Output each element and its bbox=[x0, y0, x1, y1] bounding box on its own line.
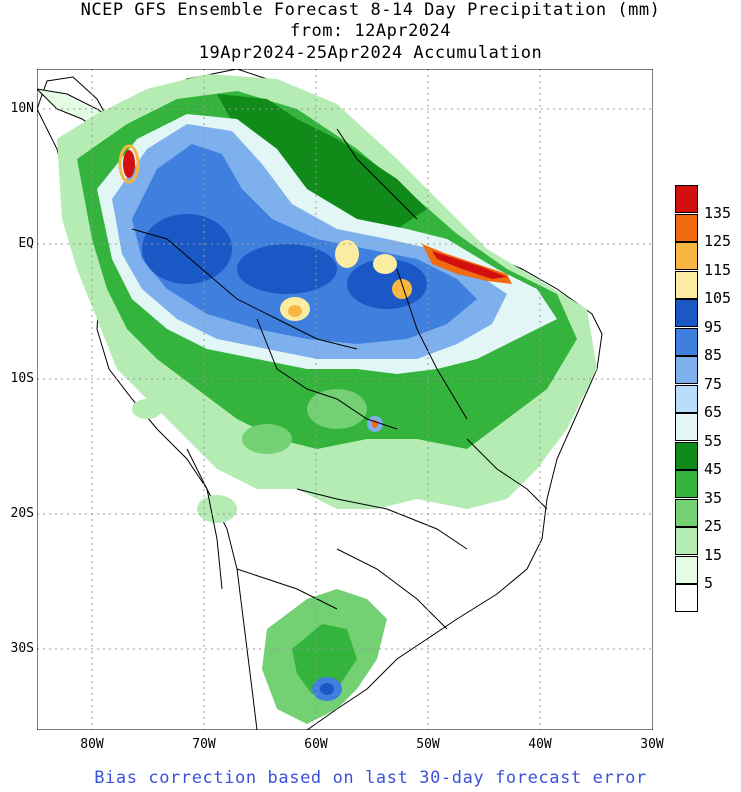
legend-swatch bbox=[675, 213, 698, 242]
legend-label: 75 bbox=[704, 374, 723, 393]
legend-swatch bbox=[675, 185, 698, 213]
legend-swatch bbox=[675, 584, 698, 612]
title-line-1: NCEP GFS Ensemble Forecast 8-14 Day Prec… bbox=[80, 0, 661, 20]
legend-swatch bbox=[675, 384, 698, 413]
lat-label-20s: 20S bbox=[10, 506, 34, 521]
legend-swatch bbox=[675, 242, 698, 270]
legend-label: 45 bbox=[704, 460, 723, 478]
lon-label-40w: 40W bbox=[528, 737, 552, 752]
legend-label: 95 bbox=[704, 317, 723, 336]
legend-label: 5 bbox=[704, 574, 714, 592]
precipitation-map bbox=[37, 69, 653, 730]
legend-swatch bbox=[675, 299, 698, 327]
legend-label: 115 bbox=[704, 260, 732, 279]
legend-swatch bbox=[675, 441, 698, 470]
bias-correction-note: Bias correction based on last 30-day for… bbox=[94, 768, 647, 788]
legend-label: 55 bbox=[704, 431, 723, 450]
legend-label: 125 bbox=[704, 232, 732, 250]
legend-swatch bbox=[675, 555, 698, 584]
legend-label: 65 bbox=[704, 403, 723, 421]
legend-swatch bbox=[675, 270, 698, 299]
lat-label-30s: 30S bbox=[10, 641, 34, 656]
title-line-3: 19Apr2024-25Apr2024 Accumulation bbox=[198, 43, 543, 63]
lat-label-eq: EQ bbox=[18, 236, 34, 251]
lat-label-10n: 10N bbox=[10, 101, 34, 116]
legend-swatch bbox=[675, 413, 698, 441]
legend-swatch bbox=[675, 498, 698, 527]
lon-label-80w: 80W bbox=[80, 737, 104, 752]
legend-swatch bbox=[675, 356, 698, 384]
lon-label-50w: 50W bbox=[416, 737, 440, 752]
legend-label: 25 bbox=[704, 517, 723, 535]
lat-label-10s: 10S bbox=[10, 371, 34, 386]
legend-label: 35 bbox=[704, 488, 723, 507]
legend-swatch bbox=[675, 470, 698, 498]
legend-swatch bbox=[675, 527, 698, 555]
legend-label: 15 bbox=[704, 545, 723, 564]
lon-label-30w: 30W bbox=[640, 737, 664, 752]
legend-label: 135 bbox=[704, 203, 732, 222]
legend-swatch bbox=[675, 327, 698, 356]
lon-label-70w: 70W bbox=[192, 737, 216, 752]
title-line-2: from: 12Apr2024 bbox=[289, 21, 452, 41]
legend-label: 85 bbox=[704, 346, 723, 364]
legend-label: 105 bbox=[704, 289, 732, 307]
lon-label-60w: 60W bbox=[304, 737, 328, 752]
